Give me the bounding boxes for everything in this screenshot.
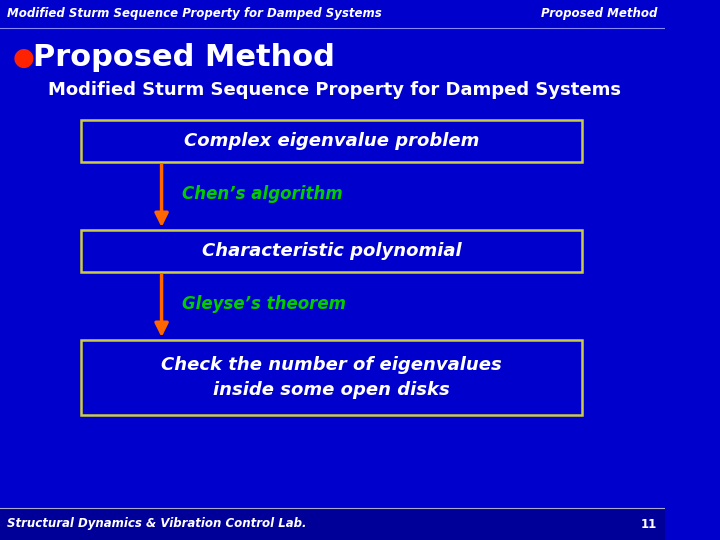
Bar: [0, 508, 665, 540]
Text: Check the number of eigenvalues
inside some open disks: Check the number of eigenvalues inside s…: [161, 356, 502, 399]
Bar: [81, 120, 582, 162]
Text: Structural Dynamics & Vibration Control Lab.: Structural Dynamics & Vibration Control …: [7, 517, 307, 530]
Text: Proposed Method: Proposed Method: [33, 44, 335, 72]
Text: Characteristic polynomial: Characteristic polynomial: [202, 242, 462, 260]
Bar: [81, 340, 582, 415]
Text: Modified Sturm Sequence Property for Damped Systems: Modified Sturm Sequence Property for Dam…: [48, 81, 621, 99]
Text: 11: 11: [641, 517, 657, 530]
Text: Modified Sturm Sequence Property for Damped Systems: Modified Sturm Sequence Property for Dam…: [7, 8, 382, 21]
Text: ●: ●: [13, 46, 35, 70]
Bar: [81, 230, 582, 272]
Text: Chen’s algorithm: Chen’s algorithm: [182, 185, 343, 203]
Text: Complex eigenvalue problem: Complex eigenvalue problem: [184, 132, 479, 150]
Text: Gleyse’s theorem: Gleyse’s theorem: [182, 295, 346, 313]
Text: Proposed Method: Proposed Method: [541, 8, 657, 21]
